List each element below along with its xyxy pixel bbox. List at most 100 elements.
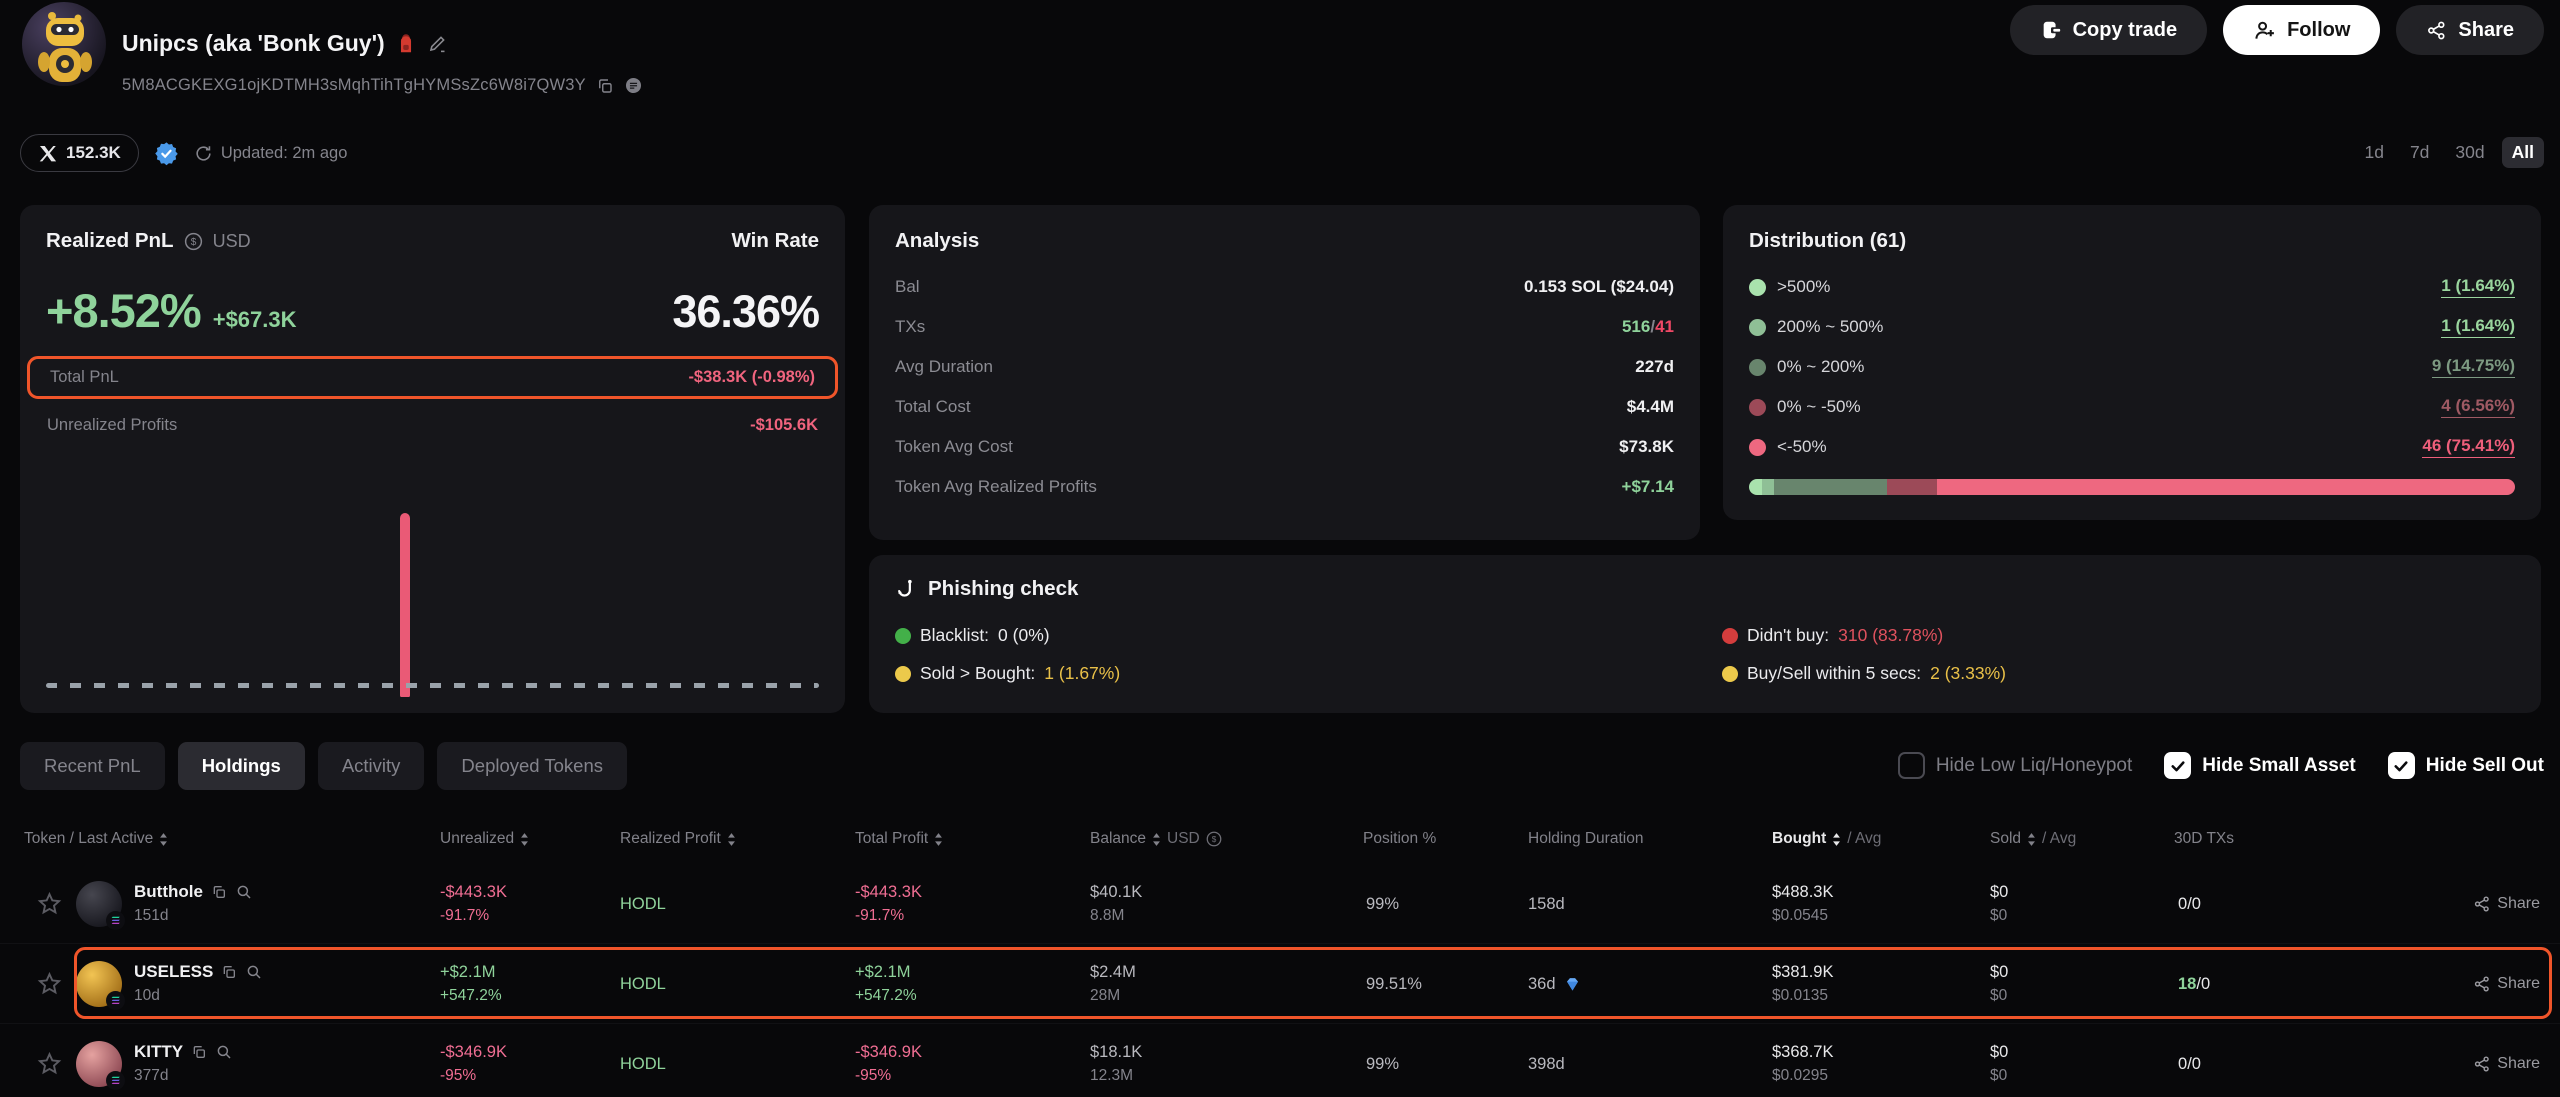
share-profile-button[interactable]: Share: [2396, 5, 2544, 55]
token-cell[interactable]: Butthole 151d: [134, 880, 253, 928]
col-balance[interactable]: Balance USD $: [1090, 830, 1223, 848]
phishing-check-card: Phishing check Blacklist: 0 (0%) Sold > …: [869, 555, 2541, 713]
green-dot: [1749, 278, 1766, 296]
distribution-value-link[interactable]: 1 (1.64%): [2441, 276, 2515, 298]
table-row-highlighted[interactable]: USELESS 10d +$2.1M +547.2% HODL +$2.1M +…: [0, 944, 2560, 1024]
copy-trade-icon: [2043, 21, 2060, 39]
bar-segment: [1749, 479, 1762, 495]
search-token-icon[interactable]: [215, 1043, 233, 1061]
token-name[interactable]: KITTY: [134, 1041, 184, 1061]
copy-token-icon[interactable]: [221, 964, 237, 980]
token-avatar[interactable]: [76, 880, 125, 930]
copy-trade-button[interactable]: Copy trade: [2009, 5, 2208, 55]
analysis-row-token-avg-cost: Token Avg Cost $73.8K: [895, 437, 1674, 456]
distribution-row-200-500: 200% ~ 500% 1 (1.64%): [1723, 307, 2541, 347]
col-total-profit[interactable]: Total Profit: [855, 830, 944, 848]
currency-toggle-icon[interactable]: $: [183, 231, 204, 252]
distribution-value-link[interactable]: 46 (75.41%): [2422, 436, 2515, 458]
checkbox-checked[interactable]: [2164, 752, 2192, 779]
total-cost-value: $4.4M: [1626, 397, 1674, 416]
favorite-star-icon[interactable]: [36, 970, 63, 997]
col-realized-profit[interactable]: Realized Profit: [620, 830, 737, 848]
copy-token-icon[interactable]: [191, 1044, 207, 1060]
filter-hide-low-liq[interactable]: Hide Low Liq/Honeypot: [1897, 752, 2132, 779]
analysis-card: Analysis Bal 0.153 SOL ($24.04) TXs 516/…: [869, 205, 1700, 540]
share-row-button[interactable]: Share: [2473, 975, 2540, 993]
period-all[interactable]: All: [2501, 137, 2544, 168]
tab-deployed-tokens[interactable]: Deployed Tokens: [437, 742, 628, 790]
token-name[interactable]: USELESS: [134, 961, 214, 981]
token-avatar[interactable]: [76, 1040, 125, 1090]
page-title: Unipcs (aka 'Bonk Guy'): [122, 30, 385, 56]
col-sold[interactable]: Sold / Avg: [1990, 830, 2077, 847]
col-unrealized[interactable]: Unrealized: [440, 830, 530, 848]
holdings-table-header: Token / Last Active Unrealized Realized …: [0, 822, 2560, 858]
period-7d[interactable]: 7d: [2409, 142, 2430, 162]
token-cell[interactable]: KITTY 377d: [134, 1040, 233, 1088]
checkbox-checked[interactable]: [2387, 752, 2415, 779]
refresh-icon[interactable]: [194, 144, 213, 163]
favorite-star-icon[interactable]: [36, 1050, 63, 1077]
green-dot: [895, 627, 911, 644]
total-pnl-row-highlighted: Total PnL -$38.3K (-0.98%): [27, 356, 838, 399]
checkbox-unchecked[interactable]: [1897, 752, 1925, 779]
follow-button[interactable]: Follow: [2223, 5, 2381, 55]
txs-value: 516/41: [1621, 317, 1674, 336]
twitter-followers-badge[interactable]: 152.3K: [20, 134, 139, 172]
realized-profit-cell: HODL: [620, 894, 666, 913]
green-dot: [1749, 318, 1766, 336]
bar-segment: [1774, 479, 1888, 495]
filter-hide-small-asset[interactable]: Hide Small Asset: [2164, 752, 2356, 779]
position-cell: 99%: [1366, 1054, 1400, 1073]
address-list-icon[interactable]: [624, 76, 643, 95]
usd-circle-icon[interactable]: $: [1205, 830, 1223, 848]
distribution-stacked-bar: [1749, 479, 2515, 495]
token-avg-realized-value: +$7.14: [1621, 477, 1674, 496]
tab-recent-pnl[interactable]: Recent PnL: [20, 742, 165, 790]
token-name[interactable]: Butthole: [134, 881, 203, 901]
copy-address-icon[interactable]: [596, 77, 614, 95]
svg-text:$: $: [1211, 835, 1216, 844]
tab-holdings[interactable]: Holdings: [177, 742, 305, 790]
unrealized-profits-label: Unrealized Profits: [47, 416, 178, 434]
pnl-big-numbers: +8.52% +$67.3K 36.36%: [20, 283, 845, 338]
distribution-row-lt-neg50: <-50% 46 (75.41%): [1723, 427, 2541, 467]
wallet-address[interactable]: 5M8ACGKEXG1ojKDTMH3sMqhTihTgHYMSsZc6W8i7…: [122, 76, 586, 94]
table-row[interactable]: KITTY 377d -$346.9K -95% HODL -$346.9K -…: [0, 1024, 2560, 1097]
col-bought[interactable]: Bought / Avg: [1772, 830, 1882, 847]
win-rate-value: 36.36%: [672, 286, 820, 337]
distribution-value-link[interactable]: 9 (14.75%): [2431, 356, 2515, 378]
unrealized-profits-value: -$105.6K: [750, 416, 818, 434]
filter-hide-sell-out[interactable]: Hide Sell Out: [2387, 752, 2544, 779]
table-row[interactable]: Butthole 151d -$443.3K -91.7% HODL -$443…: [0, 864, 2560, 944]
copy-token-icon[interactable]: [211, 884, 227, 900]
unrealized-cell: -$443.3K -91.7%: [440, 882, 507, 924]
distribution-value-link[interactable]: 1 (1.64%): [2441, 316, 2515, 338]
tab-activity[interactable]: Activity: [317, 742, 425, 790]
total-profit-cell: +$2.1M +547.2%: [855, 962, 917, 1004]
analysis-row-avg-duration: Avg Duration 227d: [895, 357, 1674, 376]
share-row-button[interactable]: Share: [2473, 895, 2540, 913]
token-cell[interactable]: USELESS 10d: [134, 960, 263, 1008]
share-icon: [2475, 1055, 2490, 1072]
col-position: Position %: [1363, 830, 1437, 847]
share-row-button[interactable]: Share: [2473, 1055, 2540, 1073]
distribution-value-link[interactable]: 4 (6.56%): [2441, 396, 2515, 418]
header-actions: Copy trade Follow Share: [2009, 5, 2544, 55]
search-token-icon[interactable]: [235, 883, 253, 901]
period-30d[interactable]: 30d: [2455, 142, 2485, 162]
col-token[interactable]: Token / Last Active: [24, 830, 169, 848]
position-cell: 99.51%: [1366, 974, 1422, 993]
token-avatar[interactable]: [76, 960, 125, 1010]
favorite-star-icon[interactable]: [36, 890, 63, 917]
period-1d[interactable]: 1d: [2364, 142, 2384, 162]
win-rate-label: Win Rate: [731, 229, 819, 252]
solana-chain-badge: [106, 910, 125, 930]
period-switcher: 1d 7d 30d All: [2355, 136, 2544, 169]
bar-segment: [1937, 479, 2515, 495]
red-dot: [1749, 438, 1766, 456]
analysis-row-bal: Bal 0.153 SOL ($24.04): [895, 277, 1674, 296]
total-pnl-value: -$38.3K (-0.98%): [688, 368, 815, 386]
edit-name-icon[interactable]: [427, 33, 448, 54]
search-token-icon[interactable]: [245, 963, 263, 981]
